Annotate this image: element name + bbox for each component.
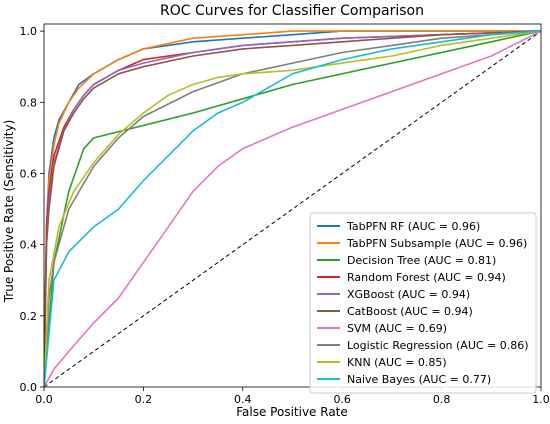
legend: TabPFN RF (AUC = 0.96) TabPFN Subsample (… <box>309 212 537 394</box>
y-axis-title: True Positive Rate (Sensitivity) <box>2 120 16 304</box>
y-tick-label: 0.8 <box>20 96 38 109</box>
y-tick-label: 0.4 <box>20 239 38 252</box>
legend-label-4: Random Forest (AUC = 0.94) <box>347 271 506 284</box>
series-line-6 <box>44 30 541 387</box>
legend-label-8: Logistic Regression (AUC = 0.86) <box>347 339 529 352</box>
legend-box <box>309 212 537 394</box>
x-tick-label: 0.8 <box>433 393 451 406</box>
legend-label-9: KNN (AUC = 0.85) <box>347 356 447 369</box>
x-tick-label: 0.4 <box>234 393 252 406</box>
legend-label-10: Naive Bayes (AUC = 0.77) <box>347 373 491 386</box>
x-tick-label: 1.0 <box>532 393 550 406</box>
legend-label-5: XGBoost (AUC = 0.94) <box>347 288 470 301</box>
series-line-10 <box>44 30 541 387</box>
y-tick-label: 0.2 <box>20 310 38 323</box>
legend-label-3: Decision Tree (AUC = 0.81) <box>347 254 496 267</box>
series-line-9 <box>44 30 541 387</box>
diagonal-reference-line <box>44 30 541 387</box>
series-line-3 <box>44 30 541 387</box>
x-tick-label: 0.0 <box>35 393 53 406</box>
series-line-8 <box>44 30 541 387</box>
series-line-7 <box>44 30 541 387</box>
y-tick-label: 0.0 <box>20 381 38 394</box>
y-tick-label: 0.6 <box>20 167 38 180</box>
y-tick-label: 1.0 <box>20 25 38 38</box>
x-tick-label: 0.6 <box>333 393 351 406</box>
series-line-2 <box>44 30 541 387</box>
legend-label-2: TabPFN Subsample (AUC = 0.96) <box>346 237 527 250</box>
legend-label-7: SVM (AUC = 0.69) <box>347 322 447 335</box>
legend-label-1: TabPFN RF (AUC = 0.96) <box>346 220 480 233</box>
x-axis-title: False Positive Rate <box>236 405 348 419</box>
plot-frame <box>43 23 542 388</box>
legend-label-6: CatBoost (AUC = 0.94) <box>347 305 473 318</box>
x-tick-label: 0.2 <box>135 393 153 406</box>
chart-title: ROC Curves for Classifier Comparison <box>160 3 424 19</box>
